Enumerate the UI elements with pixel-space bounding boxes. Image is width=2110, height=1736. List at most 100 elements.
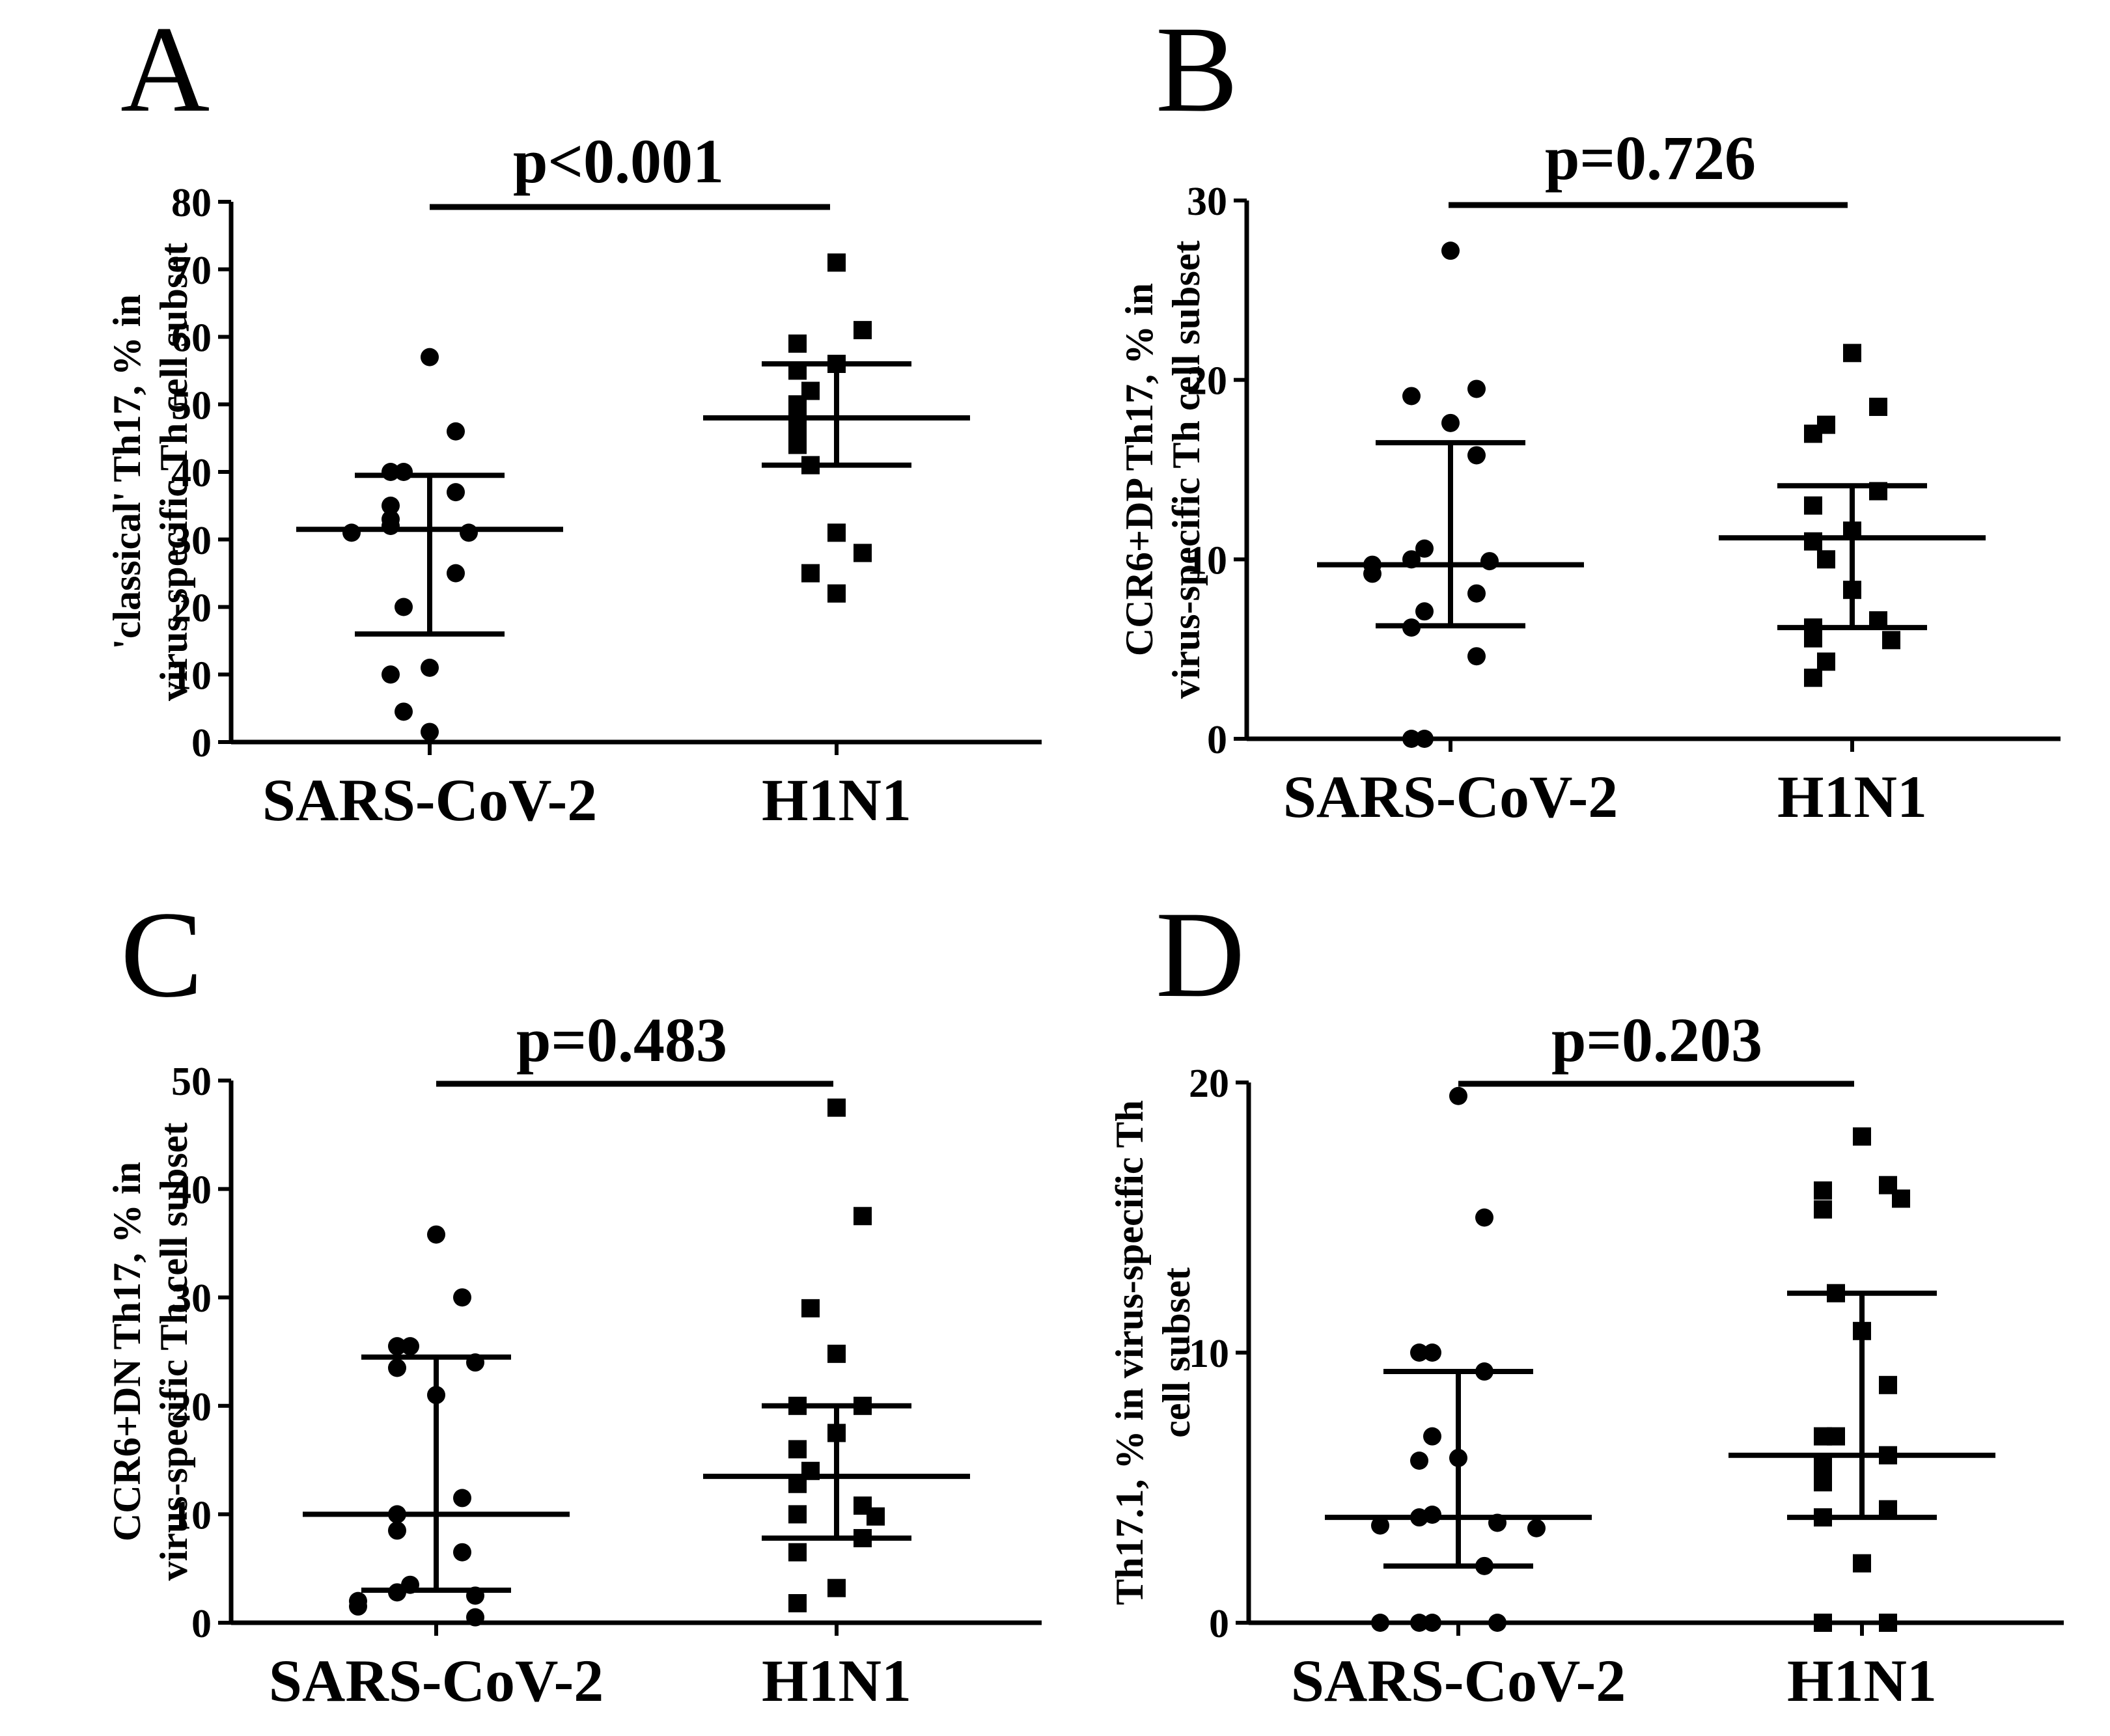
y-tick-label: 80 bbox=[171, 181, 212, 225]
data-point bbox=[460, 523, 478, 542]
data-point bbox=[1527, 1519, 1546, 1537]
data-point bbox=[1402, 387, 1421, 406]
y-axis-label-line: 'classical' Th17, % in bbox=[105, 294, 148, 650]
p-value-label: p=0.726 bbox=[1545, 123, 1756, 193]
series-h1n1 bbox=[1719, 344, 1986, 687]
data-point bbox=[854, 1207, 872, 1226]
data-point bbox=[447, 483, 465, 502]
data-point bbox=[1843, 581, 1861, 599]
data-point bbox=[1371, 1614, 1389, 1632]
data-point bbox=[854, 544, 872, 562]
data-point bbox=[1475, 1556, 1493, 1575]
data-point bbox=[1879, 1446, 1897, 1465]
data-point bbox=[1475, 1208, 1493, 1227]
data-point bbox=[1827, 1284, 1845, 1302]
p-value-label: p=0.483 bbox=[516, 1005, 727, 1075]
y-tick-label: 30 bbox=[171, 519, 212, 563]
data-point bbox=[427, 1386, 445, 1405]
data-point bbox=[1843, 521, 1861, 540]
y-tick-label: 0 bbox=[191, 721, 212, 765]
panel-b: Bp=0.726 0 10 20 30 SARS-CoV-2 H1N1 CCR6+DP Th1… bbox=[1118, 1, 2061, 830]
data-point bbox=[421, 723, 439, 741]
series-h1n1 bbox=[703, 253, 970, 603]
y-tick-label: 0 bbox=[1209, 1602, 1229, 1646]
data-point bbox=[788, 1474, 807, 1493]
y-axis-label-line: CCR6+DN Th17, % in bbox=[105, 1162, 148, 1541]
data-point bbox=[1415, 539, 1434, 558]
data-point bbox=[1402, 618, 1421, 637]
data-point bbox=[382, 463, 400, 481]
y-tick-label: 70 bbox=[171, 249, 212, 293]
panel-c: Cp=0.483 0 10 20 30 40 50 SARS-CoV-2 H1N1 CCR6+DN… bbox=[105, 887, 1042, 1714]
y-tick-label: 20 bbox=[171, 586, 212, 631]
panel-letter: C bbox=[120, 887, 203, 1023]
data-point bbox=[1488, 1513, 1506, 1532]
data-point bbox=[1410, 1452, 1428, 1470]
series-sars-cov-2 bbox=[1325, 1086, 1592, 1632]
data-point bbox=[1814, 1200, 1832, 1219]
y-tick-label: 20 bbox=[1189, 1062, 1229, 1106]
panel-d: Dp=0.203 0 10 20 SARS-CoV-2 H1N1 Th17.1, % in … bbox=[1108, 887, 2064, 1714]
data-point bbox=[342, 523, 361, 542]
data-point bbox=[1804, 496, 1822, 515]
data-point bbox=[788, 1543, 807, 1562]
data-point bbox=[401, 1337, 419, 1356]
data-point bbox=[1410, 1343, 1428, 1362]
data-point bbox=[1814, 1614, 1832, 1632]
panel-a: Ap<0.001 0 10 20 30 40 50 60 70 80 SARS-CoV-2 H1N1 '… bbox=[105, 1, 1042, 833]
data-point bbox=[421, 658, 439, 677]
data-point bbox=[1804, 532, 1822, 551]
p-value-label: p<0.001 bbox=[513, 126, 724, 196]
data-point bbox=[1449, 1448, 1467, 1467]
data-point bbox=[1814, 1508, 1832, 1527]
data-point bbox=[1402, 730, 1421, 748]
data-point bbox=[382, 665, 400, 684]
series-h1n1 bbox=[1728, 1127, 1995, 1632]
y-tick-label: 50 bbox=[171, 1060, 212, 1104]
data-point bbox=[395, 463, 413, 481]
data-point bbox=[1869, 611, 1887, 630]
y-tick-label: 50 bbox=[171, 383, 212, 428]
y-axis-label-line: virus-specific Th cell subset bbox=[1165, 241, 1208, 699]
y-tick-label: 10 bbox=[171, 1493, 212, 1537]
data-point bbox=[1869, 398, 1887, 417]
panel-letter: A bbox=[120, 1, 210, 138]
data-point bbox=[1415, 730, 1434, 748]
data-point bbox=[1423, 1427, 1441, 1446]
data-point bbox=[801, 564, 820, 583]
data-point bbox=[827, 1344, 846, 1363]
y-tick-label: 60 bbox=[171, 316, 212, 361]
y-tick-label: 30 bbox=[171, 1276, 212, 1321]
data-point bbox=[1814, 1427, 1832, 1446]
data-point bbox=[1449, 1086, 1467, 1105]
data-point bbox=[827, 1424, 846, 1442]
data-point bbox=[827, 1098, 846, 1117]
y-tick-label: 10 bbox=[1189, 1332, 1229, 1376]
data-point bbox=[1853, 1127, 1871, 1146]
data-point bbox=[1410, 1614, 1428, 1632]
series-sars-cov-2 bbox=[296, 348, 563, 741]
data-point bbox=[788, 435, 807, 454]
data-point bbox=[453, 1489, 471, 1508]
data-point bbox=[447, 564, 465, 583]
data-point bbox=[788, 361, 807, 380]
data-point bbox=[388, 1583, 406, 1602]
data-point bbox=[382, 496, 400, 515]
p-value-label: p=0.203 bbox=[1551, 1005, 1762, 1075]
data-point bbox=[1814, 1457, 1832, 1476]
y-axis-label-line: virus-specific Th cell subset bbox=[152, 1123, 195, 1581]
data-point bbox=[827, 355, 846, 373]
y-tick-label: 10 bbox=[171, 654, 212, 698]
data-point bbox=[788, 1505, 807, 1524]
data-point bbox=[1817, 550, 1835, 569]
data-point bbox=[788, 1440, 807, 1459]
data-point bbox=[1814, 1473, 1832, 1492]
y-axis-label-line: virus-specific Th cell subset bbox=[152, 243, 195, 701]
x-tick-label: SARS-CoV-2 bbox=[262, 767, 598, 833]
y-tick-label: 40 bbox=[171, 1168, 212, 1213]
data-point bbox=[801, 456, 820, 475]
series-sars-cov-2 bbox=[1317, 241, 1584, 748]
data-point bbox=[1475, 1362, 1493, 1381]
data-point bbox=[1853, 1321, 1871, 1340]
data-point bbox=[1879, 1375, 1897, 1394]
